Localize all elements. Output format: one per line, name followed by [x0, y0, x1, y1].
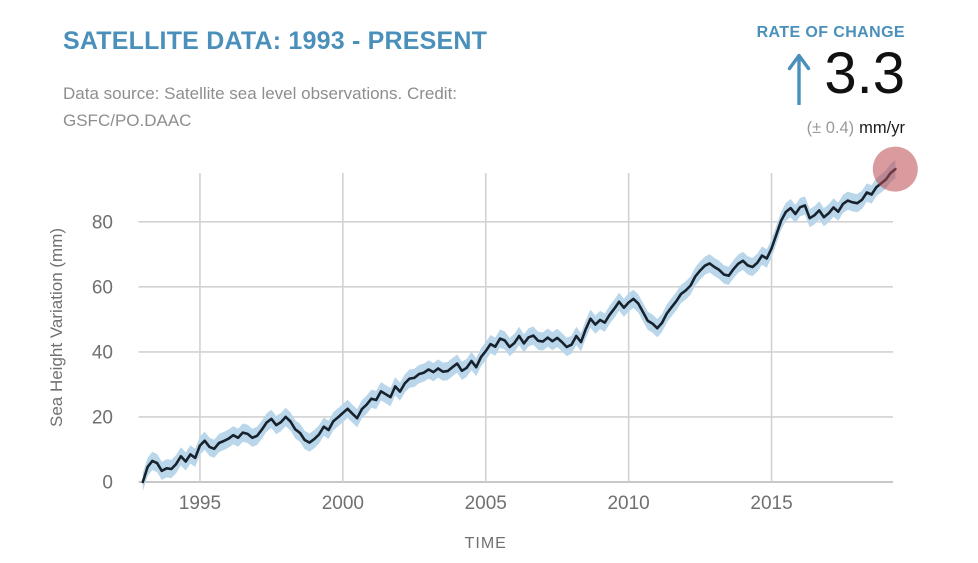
latest-point-marker — [872, 146, 918, 192]
y-axis-title: Sea Height Variation (mm) — [47, 228, 66, 427]
uncertainty-band — [142, 160, 896, 492]
rate-unit: mm/yr — [859, 119, 905, 137]
rate-value: 3.3 — [824, 41, 905, 106]
x-tick-label: 2015 — [750, 493, 792, 514]
x-tick-label: 2005 — [465, 493, 507, 514]
page-title: SATELLITE DATA: 1993 - PRESENT — [63, 27, 488, 55]
rate-of-change-label: RATE OF CHANGE — [756, 24, 905, 41]
x-axis-title: TIME — [465, 535, 507, 552]
y-tick-label: 40 — [92, 342, 113, 363]
y-tick-label: 0 — [102, 473, 113, 494]
rate-of-change-panel: RATE OF CHANGE 3.3 (± 0.4) mm/yr — [757, 24, 905, 138]
data-source-note: Data source: Satellite sea level observa… — [63, 80, 457, 134]
y-tick-label: 80 — [92, 212, 113, 233]
data-source-line1: Data source: Satellite sea level observa… — [63, 84, 458, 103]
sea-level-line — [141, 167, 897, 484]
data-source-line2: GSFC/PO.DAAC — [63, 111, 192, 130]
rate-uncertainty: (± 0.4) — [806, 119, 855, 137]
y-tick-label: 60 — [92, 277, 113, 298]
up-arrow-icon — [786, 51, 812, 110]
x-tick-label: 2000 — [322, 493, 364, 514]
x-tick-label: 2010 — [607, 493, 649, 514]
y-tick-label: 20 — [92, 407, 113, 428]
x-tick-label: 1995 — [179, 493, 221, 514]
